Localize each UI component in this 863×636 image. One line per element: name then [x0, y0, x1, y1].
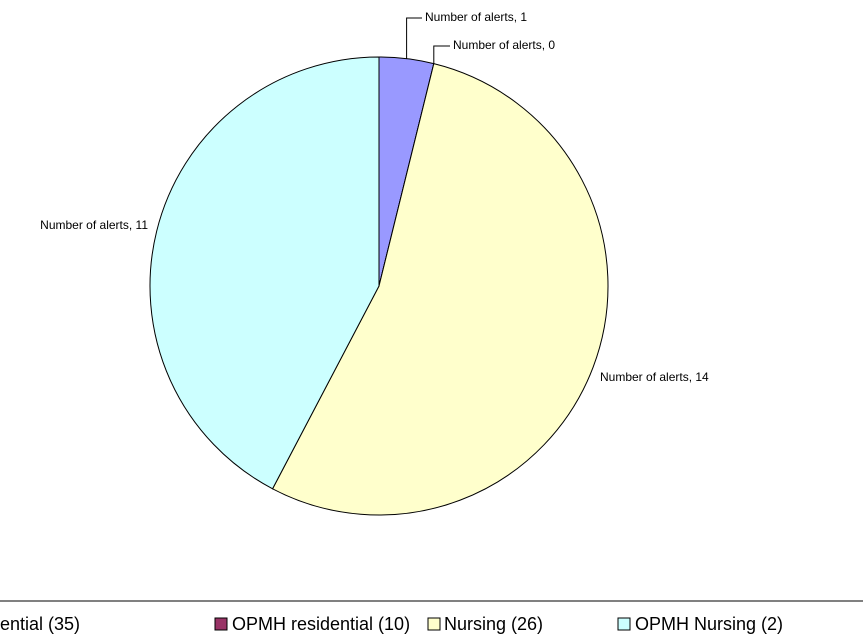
legend-label: OPMH Nursing (2): [635, 614, 783, 634]
legend-marker: [427, 617, 441, 631]
pie-slice: [271, 63, 609, 516]
data-label: Number of alerts, 0: [453, 38, 555, 52]
leader-line: [406, 17, 422, 59]
legend-label: OPMH residential (10): [232, 614, 410, 634]
data-label: Number of alerts, 14: [600, 370, 709, 384]
leader-line: [433, 45, 450, 64]
legend-label: ential (35): [0, 614, 80, 634]
legend-marker: [617, 617, 631, 631]
pie-slice: [149, 56, 380, 490]
data-label: Number of alerts, 1: [425, 10, 527, 24]
legend-label: Nursing (26): [444, 614, 543, 634]
legend-marker: [214, 617, 228, 631]
data-label: Number of alerts, 11: [40, 218, 148, 232]
